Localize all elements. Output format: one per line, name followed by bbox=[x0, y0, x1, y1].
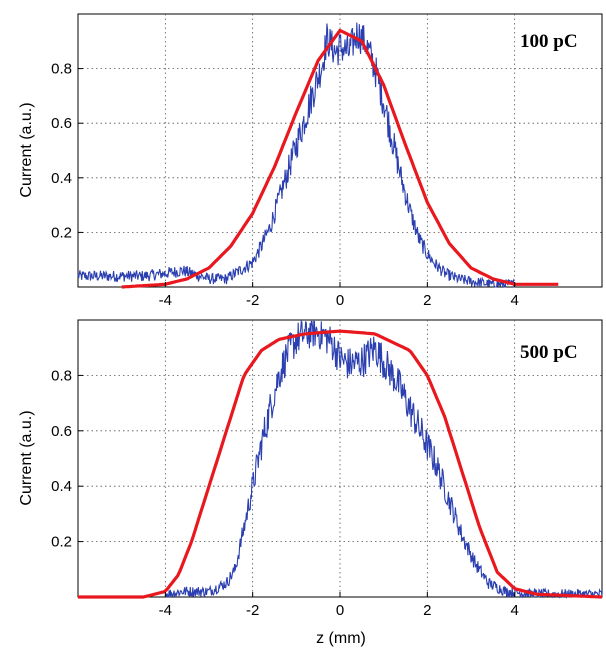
y-tick-label: 0.6 bbox=[51, 115, 72, 132]
y-tick-label: 0.4 bbox=[51, 170, 72, 187]
y-axis-label: Current (a.u.) bbox=[18, 410, 35, 505]
x-tick-label: 4 bbox=[510, 292, 518, 309]
x-tick-label: -4 bbox=[159, 292, 172, 309]
y-tick-label: 0.2 bbox=[51, 224, 72, 241]
y-axis-label: Current (a.u.) bbox=[18, 102, 35, 197]
x-tick-label: 2 bbox=[423, 292, 431, 309]
y-tick-label: 0.4 bbox=[51, 478, 72, 495]
measured-profile-line bbox=[165, 320, 603, 600]
x-tick-label: 0 bbox=[336, 602, 344, 619]
panel-500pc: -4 -2 0 2 4 0.2 0.4 0.6 0.8 500 pC Current (a.u.… bbox=[18, 319, 603, 647]
y-tick-label: 0.2 bbox=[51, 534, 72, 551]
measured-profile-line bbox=[77, 22, 515, 288]
x-axis-label: z (mm) bbox=[316, 630, 366, 647]
x-tick-label: -2 bbox=[246, 602, 259, 619]
panel-annotation: 500 pC bbox=[520, 342, 578, 363]
x-tick-label: 0 bbox=[336, 292, 344, 309]
x-tick-label: -4 bbox=[159, 602, 172, 619]
fit-profile-line bbox=[121, 28, 559, 289]
x-tick-label: 2 bbox=[423, 602, 431, 619]
y-tick-label: 0.8 bbox=[51, 367, 72, 384]
panel-100pc: -4 -2 0 2 4 0.2 0.4 0.6 0.8 100 pC Current (a.u.… bbox=[18, 13, 603, 309]
panel-annotation: 100 pC bbox=[520, 31, 578, 52]
x-tick-label: -2 bbox=[246, 292, 259, 309]
x-tick-label: 4 bbox=[510, 602, 518, 619]
y-tick-label: 0.6 bbox=[51, 423, 72, 440]
y-tick-label: 0.8 bbox=[51, 61, 72, 78]
fit-profile-line bbox=[78, 329, 603, 599]
